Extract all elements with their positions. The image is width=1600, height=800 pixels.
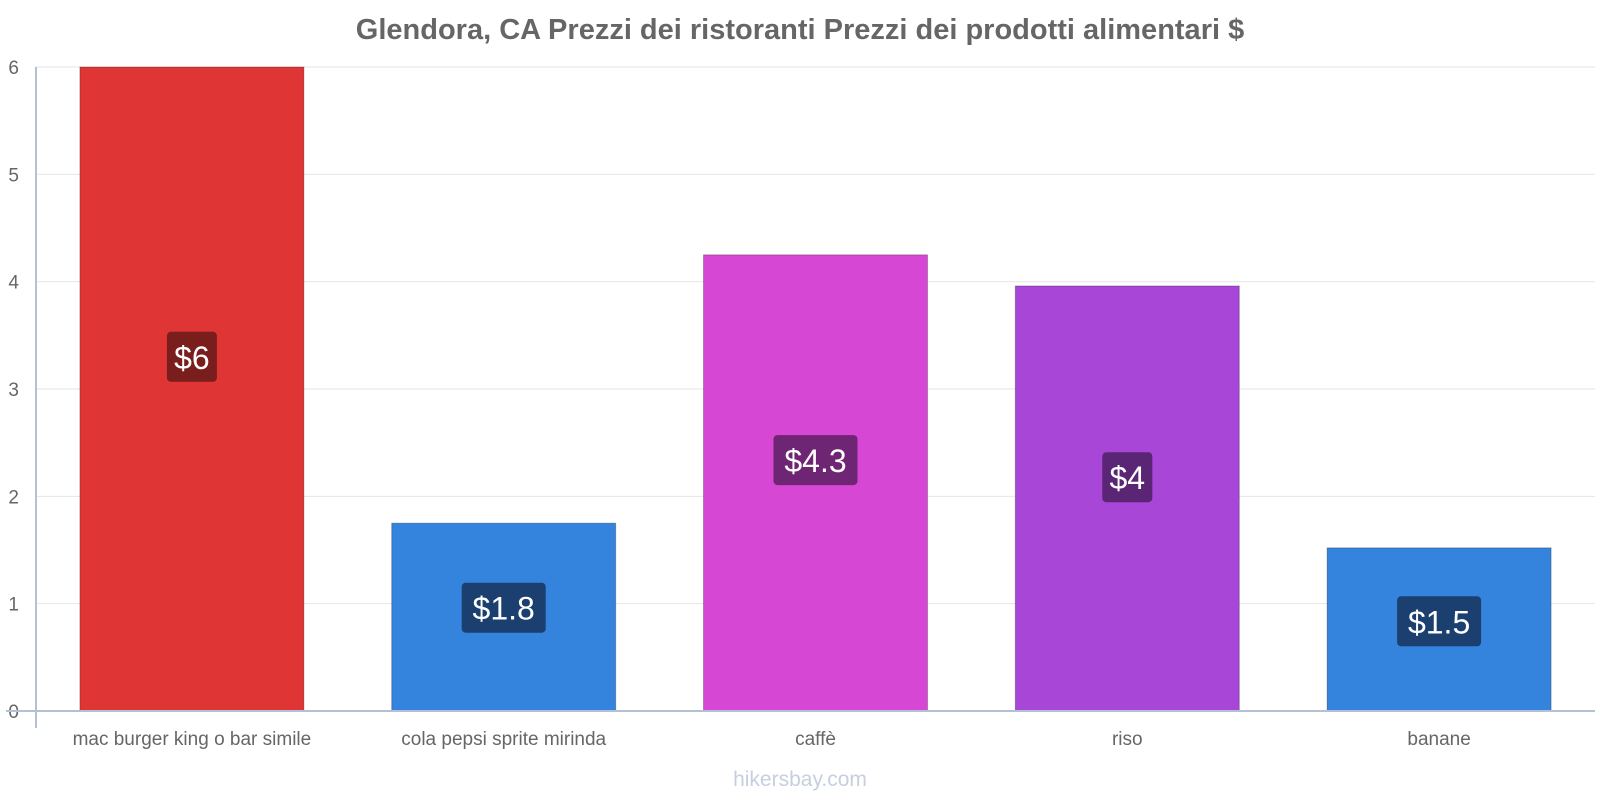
x-tick-label: banane <box>1407 729 1470 750</box>
data-labels: $6 $1.8 $4.3 $4 $1.5 <box>166 331 1482 647</box>
watermark: hikersbay.com <box>733 768 867 791</box>
bars <box>79 66 1552 712</box>
data-label-badge <box>166 331 217 382</box>
data-label-badge <box>773 435 858 486</box>
x-tick-label: cola pepsi sprite mirinda <box>401 729 606 750</box>
y-tick-label: 4 <box>8 273 19 294</box>
data-label-badge <box>1102 452 1153 503</box>
y-tick-label: 1 <box>8 595 19 616</box>
data-label: $4 <box>1110 460 1146 496</box>
y-tick-label: 6 <box>8 58 19 79</box>
chart-title: Glendora, CA Prezzi dei ristoranti Prezz… <box>355 14 1245 46</box>
y-tick-label: 5 <box>8 165 19 186</box>
data-label: $6 <box>174 340 210 376</box>
data-label: $1.8 <box>473 591 535 627</box>
x-tick-label: riso <box>1112 729 1143 750</box>
data-label-badge <box>1397 596 1482 647</box>
data-label-badge <box>461 582 546 633</box>
x-tick-label: mac burger king o bar simile <box>73 729 312 750</box>
data-label: $4.3 <box>784 443 846 479</box>
axes: 0 1 2 3 4 5 6 mac burger king o bar simile cola … <box>6 58 1595 750</box>
y-tick-label: 2 <box>8 487 19 508</box>
y-tick-label: 3 <box>8 380 19 401</box>
x-tick-label: caffè <box>795 729 836 750</box>
bar[interactable] <box>79 66 305 712</box>
data-label: $1.5 <box>1408 604 1470 640</box>
y-tick-label: 0 <box>8 702 19 723</box>
